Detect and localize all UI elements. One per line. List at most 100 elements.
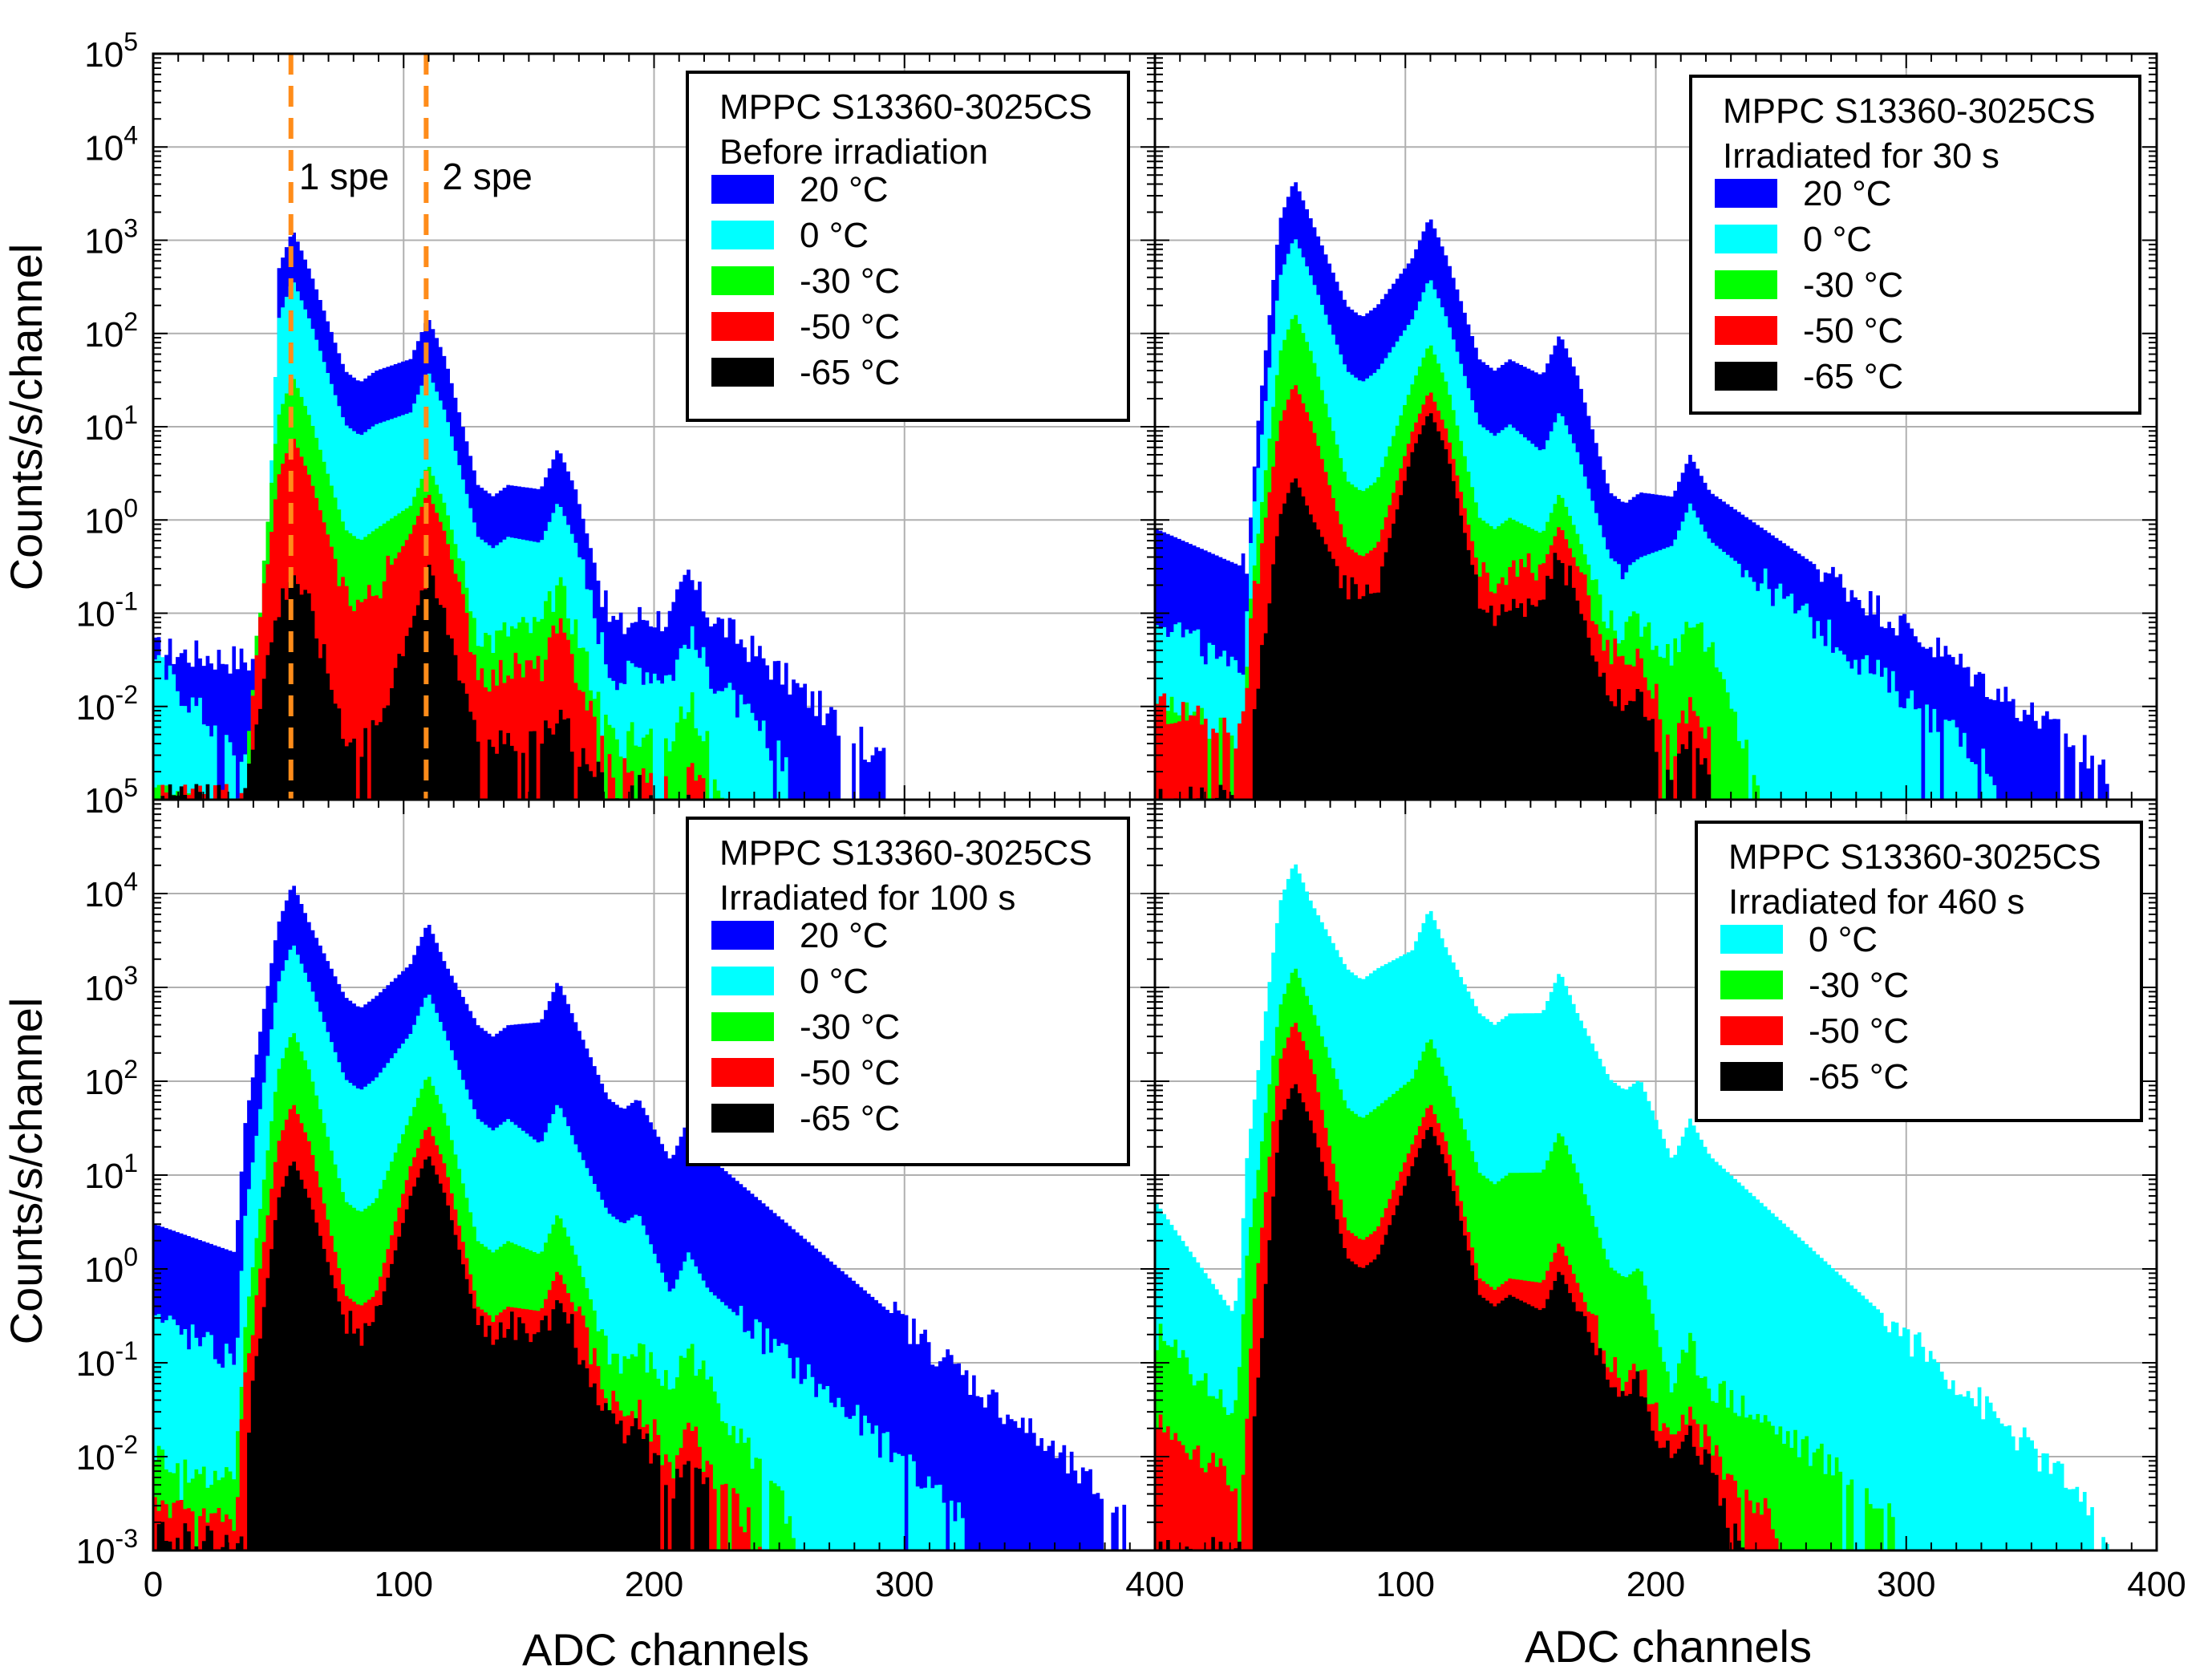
- legend-title-line: MPPC S13360-3025CS: [719, 87, 1092, 127]
- legend-swatch: [1720, 925, 1783, 954]
- y-tick-label: 102: [84, 307, 138, 355]
- legend-entry: -30 °C: [1803, 265, 1903, 305]
- y-tick-base: 10: [84, 1250, 124, 1290]
- legend-swatch: [1715, 316, 1777, 345]
- legend-swatch: [711, 312, 774, 341]
- legend-entry: -30 °C: [1809, 966, 1909, 1005]
- y-tick-base: 10: [84, 781, 124, 821]
- ticks: [152, 54, 1156, 800]
- y-tick-exp: 1: [124, 1149, 138, 1177]
- xlabel-left: ADC channels: [522, 1624, 809, 1675]
- x-tick-label: 100: [375, 1565, 433, 1604]
- y-tick-base: 10: [84, 501, 124, 541]
- y-tick-label: 105: [84, 773, 138, 821]
- ylabel-top: Counts/s/channel: [1, 244, 51, 591]
- legend-swatch: [1720, 971, 1783, 999]
- y-tick-exp: 2: [124, 307, 138, 336]
- annotation-label: 1 spe: [299, 156, 390, 197]
- legend-entry: -50 °C: [800, 307, 900, 347]
- legend-title-line: Irradiated for 460 s: [1728, 882, 2024, 922]
- y-tick-base: 10: [76, 1532, 115, 1571]
- y-tick-exp: -2: [115, 1430, 138, 1459]
- y-tick-base: 10: [84, 408, 124, 448]
- legend-swatch: [1720, 1016, 1783, 1045]
- axis-text: Counts/s/channel Counts/s/channel ADC ch…: [1, 27, 2186, 1675]
- legend-swatch: [711, 1058, 774, 1087]
- legend-swatch: [1715, 270, 1777, 299]
- y-tick-label: 100: [84, 1242, 138, 1290]
- legend-swatch: [711, 358, 774, 387]
- legend-entry: 0 °C: [1803, 220, 1872, 259]
- x-tick-label: 400: [1125, 1565, 1184, 1604]
- x-tick-label: 0: [144, 1565, 163, 1604]
- y-tick-label: 102: [84, 1055, 138, 1102]
- legend-title-line: MPPC S13360-3025CS: [719, 833, 1092, 873]
- xlabel-right: ADC channels: [1525, 1621, 1812, 1672]
- y-tick-label: 100: [84, 493, 138, 541]
- legend-entry: -65 °C: [800, 353, 900, 392]
- legend-title-line: MPPC S13360-3025CS: [1723, 91, 2096, 131]
- legend-entry: -50 °C: [1809, 1011, 1909, 1051]
- y-tick-exp: -3: [115, 1524, 138, 1553]
- legend-entry: -50 °C: [1803, 311, 1903, 351]
- panel-top-right: MPPC S13360-3025CS Irradiated for 30 s20 …: [1153, 52, 2158, 801]
- legend-entry: -30 °C: [800, 261, 900, 301]
- legend-swatch: [711, 221, 774, 249]
- legend-title-line: MPPC S13360-3025CS: [1728, 837, 2101, 877]
- legend-entry: 20 °C: [1803, 174, 1892, 213]
- series-area--65C: [1155, 1084, 2157, 1550]
- legend: MPPC S13360-3025CS Irradiated for 460 s0 …: [1695, 821, 2143, 1122]
- legend-entry: 20 °C: [800, 916, 889, 955]
- y-tick-base: 10: [84, 222, 124, 261]
- legend-swatch: [1715, 362, 1777, 391]
- legend-swatch: [711, 967, 774, 995]
- ticks: [1154, 800, 2157, 1551]
- legend-swatch: [1720, 1062, 1783, 1091]
- x-tick-label: 300: [1877, 1565, 1935, 1604]
- y-tick-base: 10: [84, 315, 124, 355]
- legend-entry: 0 °C: [1809, 920, 1878, 959]
- legend-entry: -50 °C: [800, 1053, 900, 1092]
- annotation-label: 2 spe: [442, 156, 533, 197]
- y-tick-base: 10: [76, 595, 115, 634]
- ticks: [1154, 54, 2157, 800]
- legend-swatch: [1715, 179, 1777, 208]
- y-tick-base: 10: [84, 1063, 124, 1102]
- y-tick-label: 103: [84, 214, 138, 261]
- legend-entry: -65 °C: [1803, 357, 1903, 396]
- legend-entry: 0 °C: [800, 216, 869, 255]
- x-tick-label: 400: [2127, 1565, 2186, 1604]
- y-tick-exp: 2: [124, 1055, 138, 1084]
- series-area--65C: [153, 1156, 1155, 1550]
- x-tick-label: 200: [625, 1565, 683, 1604]
- legend-title-line: Irradiated for 30 s: [1723, 136, 1999, 176]
- y-tick-exp: -1: [115, 587, 138, 616]
- y-tick-exp: 4: [124, 867, 138, 896]
- y-tick-label: 10-1: [76, 587, 138, 634]
- legend: MPPC S13360-3025CS Irradiated for 100 s20…: [686, 817, 1130, 1166]
- ylabel-bottom: Counts/s/channel: [1, 998, 51, 1345]
- y-tick-exp: 3: [124, 961, 138, 990]
- y-tick-base: 10: [84, 35, 124, 75]
- legend-entry: -65 °C: [1809, 1057, 1909, 1096]
- y-tick-base: 10: [84, 1157, 124, 1196]
- y-tick-label: 10-2: [76, 1430, 138, 1477]
- legend-swatch: [711, 1104, 774, 1133]
- legend-title-line: Irradiated for 100 s: [719, 878, 1015, 918]
- y-tick-label: 101: [84, 1149, 138, 1196]
- legend-swatch: [711, 266, 774, 295]
- legend-title-line: Before irradiation: [719, 132, 988, 172]
- y-tick-exp: 0: [124, 493, 138, 522]
- legend-swatch: [711, 921, 774, 950]
- y-tick-base: 10: [76, 1344, 115, 1384]
- y-tick-exp: 3: [124, 214, 138, 243]
- legend: MPPC S13360-3025CS Irradiated for 30 s20 …: [1689, 75, 2141, 415]
- y-tick-exp: 1: [124, 400, 138, 429]
- y-tick-exp: 0: [124, 1242, 138, 1271]
- panel-bottom-right: MPPC S13360-3025CS Irradiated for 460 s0 …: [1153, 798, 2158, 1552]
- panel-bottom-left: MPPC S13360-3025CS Irradiated for 100 s20…: [152, 798, 1157, 1552]
- y-tick-label: 10-3: [76, 1524, 138, 1571]
- y-tick-label: 10-2: [76, 680, 138, 728]
- x-tick-label: 300: [875, 1565, 934, 1604]
